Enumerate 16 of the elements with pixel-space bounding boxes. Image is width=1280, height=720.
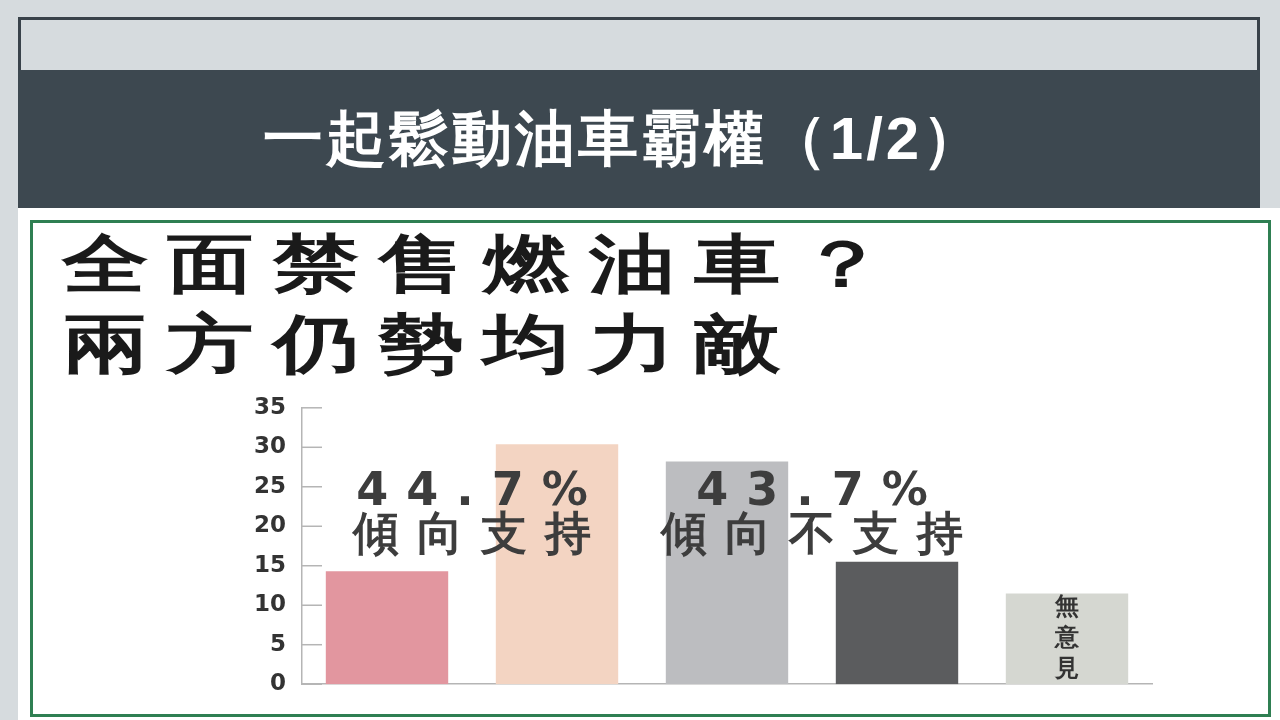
chart-title: 一起鬆動油車霸權（1/2） (262, 103, 986, 174)
y-tick-label: 35 (253, 392, 287, 419)
annotation: 43.7% 傾向不支持 (659, 462, 981, 561)
bar (835, 561, 959, 685)
x-tick-label: 無意見 (1054, 592, 1080, 683)
bar (325, 571, 449, 685)
y-tick-label: 5 (269, 629, 287, 656)
y-tick-label: 20 (253, 511, 287, 538)
y-tick-label: 25 (253, 471, 287, 498)
y-tick-label: 30 (253, 432, 287, 459)
annotation: 44.7% 傾向支持 (351, 462, 610, 561)
chart-subtitle: 全面禁售燃油車？兩方仍勢均力敵 (62, 226, 906, 383)
y-tick-label: 15 (253, 550, 287, 577)
bar (1005, 593, 1129, 685)
y-tick-label: 10 (253, 590, 287, 617)
y-tick-label: 0 (269, 669, 287, 696)
